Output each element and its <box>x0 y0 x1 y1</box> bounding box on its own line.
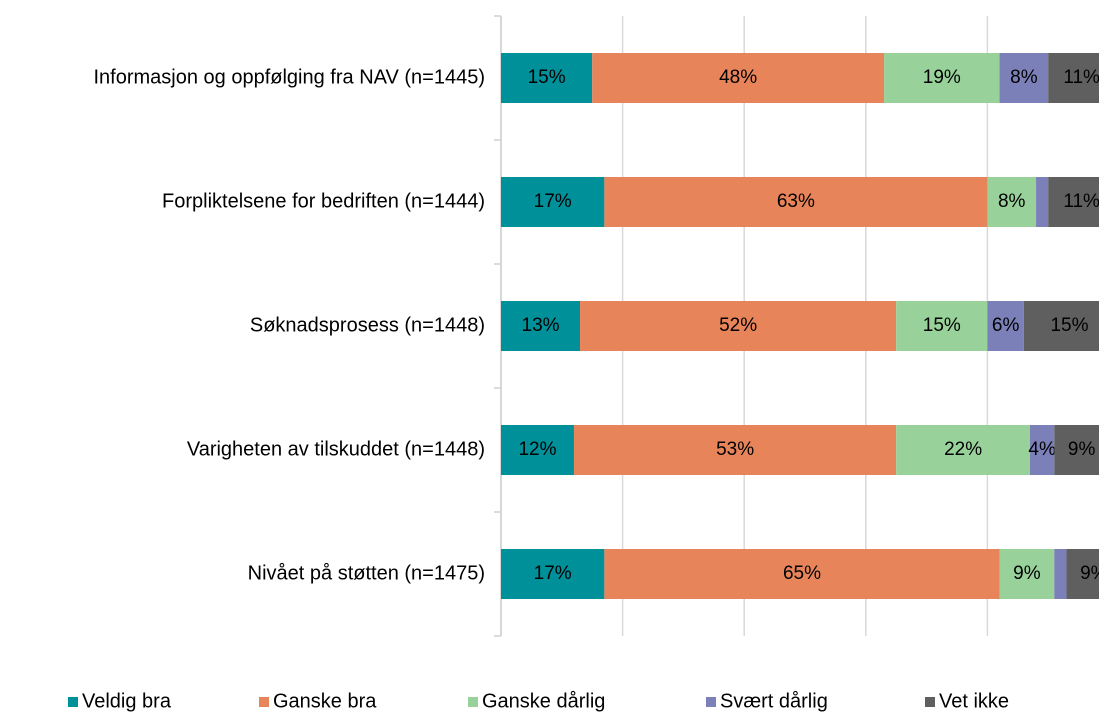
data-label: 9% <box>1013 563 1041 584</box>
legend-label: Ganske bra <box>273 690 377 712</box>
data-label: 17% <box>534 191 572 212</box>
data-label: 15% <box>1050 315 1088 336</box>
legend-swatch <box>468 697 478 707</box>
data-label: 11% <box>1063 67 1099 88</box>
data-label: 17% <box>534 563 572 584</box>
bar-segment <box>1036 177 1049 227</box>
legend-label: Svært dårlig <box>720 690 828 712</box>
bar-segment <box>573 425 897 475</box>
bar-segment <box>501 53 593 103</box>
y-tick-label: Forpliktelsene for bedriften (n=1444) <box>162 190 485 212</box>
data-label: 12% <box>518 439 556 460</box>
data-label: 63% <box>777 191 815 212</box>
bar-segment <box>501 425 574 475</box>
data-label: 6% <box>992 315 1020 336</box>
legend-swatch <box>706 697 716 707</box>
data-label: 48% <box>719 67 757 88</box>
legend-swatch <box>925 697 935 707</box>
legend-label: Ganske dårlig <box>482 690 605 712</box>
data-label: 8% <box>998 191 1026 212</box>
data-label: 22% <box>944 439 982 460</box>
data-label: 15% <box>923 315 961 336</box>
data-label: 11% <box>1063 191 1099 212</box>
bar-segment <box>501 301 581 351</box>
bar-segment <box>999 53 1049 103</box>
bar-segment <box>604 549 1000 599</box>
data-label: 65% <box>783 563 821 584</box>
legend-label: Veldig bra <box>82 690 172 712</box>
data-label: 19% <box>923 67 961 88</box>
bar-segment <box>1048 177 1099 227</box>
data-label: 52% <box>719 315 757 336</box>
bar-segment <box>592 53 885 103</box>
bar-segment <box>501 177 605 227</box>
data-label: 13% <box>522 315 560 336</box>
legend-swatch <box>259 697 269 707</box>
y-tick-label: Informasjon og oppfølging fra NAV (n=144… <box>93 66 485 88</box>
bar-segment <box>987 301 1024 351</box>
data-label: 8% <box>1010 67 1038 88</box>
bar-segment <box>999 549 1055 599</box>
data-label: 15% <box>528 67 566 88</box>
bar-segment <box>884 53 1000 103</box>
bar-segment <box>1023 301 1099 351</box>
bar-segment <box>580 301 897 351</box>
bar-segment <box>1066 549 1099 599</box>
bar-segment <box>1054 425 1099 475</box>
legend-label: Vet ikke <box>939 690 1009 712</box>
bar-segment <box>896 301 988 351</box>
bar-segment <box>896 425 1030 475</box>
bar-segment <box>1048 53 1099 103</box>
y-tick-label: Nivået på støtten (n=1475) <box>248 562 485 584</box>
data-label: 9% <box>1080 563 1099 584</box>
bar-segment <box>604 177 988 227</box>
bar-segment <box>1029 425 1055 475</box>
legend-swatch <box>68 697 78 707</box>
data-label: 4% <box>1028 439 1056 460</box>
data-label: 53% <box>716 439 754 460</box>
bar-segment <box>1054 549 1067 599</box>
y-tick-label: Varigheten av tilskuddet (n=1448) <box>187 438 485 460</box>
y-tick-label: Søknadsprosess (n=1448) <box>250 314 485 336</box>
bar-segment <box>987 177 1037 227</box>
data-label: 9% <box>1068 439 1096 460</box>
bar-segment <box>501 549 605 599</box>
